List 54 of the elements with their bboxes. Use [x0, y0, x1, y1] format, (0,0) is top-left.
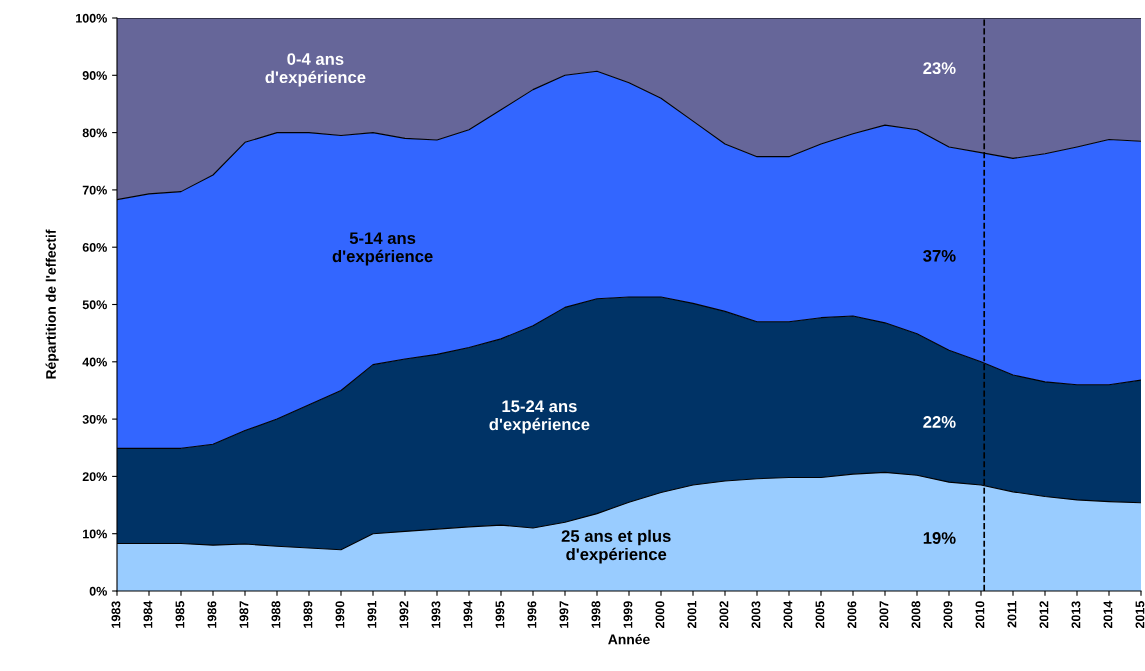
x-tick-label: 2003 [751, 601, 761, 629]
y-tick-label: 60% [82, 243, 107, 252]
y-tick-label: 100% [76, 13, 107, 23]
x-tick-label: 2006 [847, 601, 857, 629]
y-tick-label: 30% [82, 414, 107, 424]
x-tick-label: 2010 [975, 601, 985, 629]
series-label: 5-14 ans d'expérience [332, 232, 433, 266]
x-tick-label: 2012 [1039, 601, 1049, 629]
x-tick-label: 2000 [655, 601, 665, 629]
x-tick-label: 1987 [239, 601, 249, 628]
series-label: 0-4 ans d'expérience [265, 53, 366, 87]
x-tick-label: 1999 [623, 601, 633, 628]
annotation: 19% [923, 532, 956, 544]
annotation: 37% [923, 249, 956, 262]
x-tick-label: 2007 [879, 601, 889, 629]
x-tick-label: 1996 [527, 601, 537, 628]
x-tick-label: 2002 [719, 601, 729, 629]
x-tick-label: 2009 [943, 601, 953, 629]
annotation: 23% [923, 62, 956, 75]
x-tick-label: 2011 [1007, 601, 1017, 628]
x-tick-label: 2001 [687, 601, 697, 629]
x-tick-label: 1989 [303, 601, 313, 628]
x-tick-label: 1994 [463, 600, 473, 628]
x-tick-label: 1991 [367, 601, 377, 628]
x-tick-label: 1986 [207, 601, 217, 628]
y-tick-label: 90% [82, 71, 107, 80]
x-tick-label: 2005 [815, 601, 825, 629]
x-tick-label: 2004 [783, 600, 793, 629]
series-label: 25 ans et plus d'expérience [561, 529, 671, 564]
y-tick-label: 40% [82, 357, 107, 367]
x-tick-label: 2015 [1135, 601, 1145, 629]
x-tick-label: 1997 [559, 601, 569, 628]
x-tick-label: 2013 [1071, 601, 1081, 629]
x-tick-label: 1992 [399, 601, 409, 628]
x-tick-label: 1984 [143, 600, 153, 628]
x-tick-label: 1983 [111, 601, 121, 628]
x-tick-label: 1985 [175, 601, 185, 628]
x-tick-label: 2014 [1103, 600, 1113, 629]
y-tick-label: 10% [83, 529, 107, 539]
annotation: 22% [923, 416, 956, 428]
y-tick-label: 50% [82, 300, 107, 310]
x-tick-label: 1995 [495, 601, 505, 628]
series-label: 15-24 ans d'expérience [489, 400, 590, 434]
y-tick-label: 70% [82, 185, 107, 195]
y-tick-label: 80% [82, 128, 107, 138]
x-tick-label: 1998 [591, 601, 601, 628]
x-tick-label: 1988 [271, 601, 281, 628]
x-axis-title: Année [608, 633, 650, 645]
x-tick-label: 2008 [911, 601, 921, 629]
y-tick-label: 20% [82, 472, 107, 482]
y-tick-label: 0% [89, 586, 107, 596]
x-tick-label: 1990 [335, 601, 345, 628]
y-axis-title: Répartition de l'effectif [45, 229, 59, 379]
x-tick-label: 1993 [431, 601, 441, 628]
